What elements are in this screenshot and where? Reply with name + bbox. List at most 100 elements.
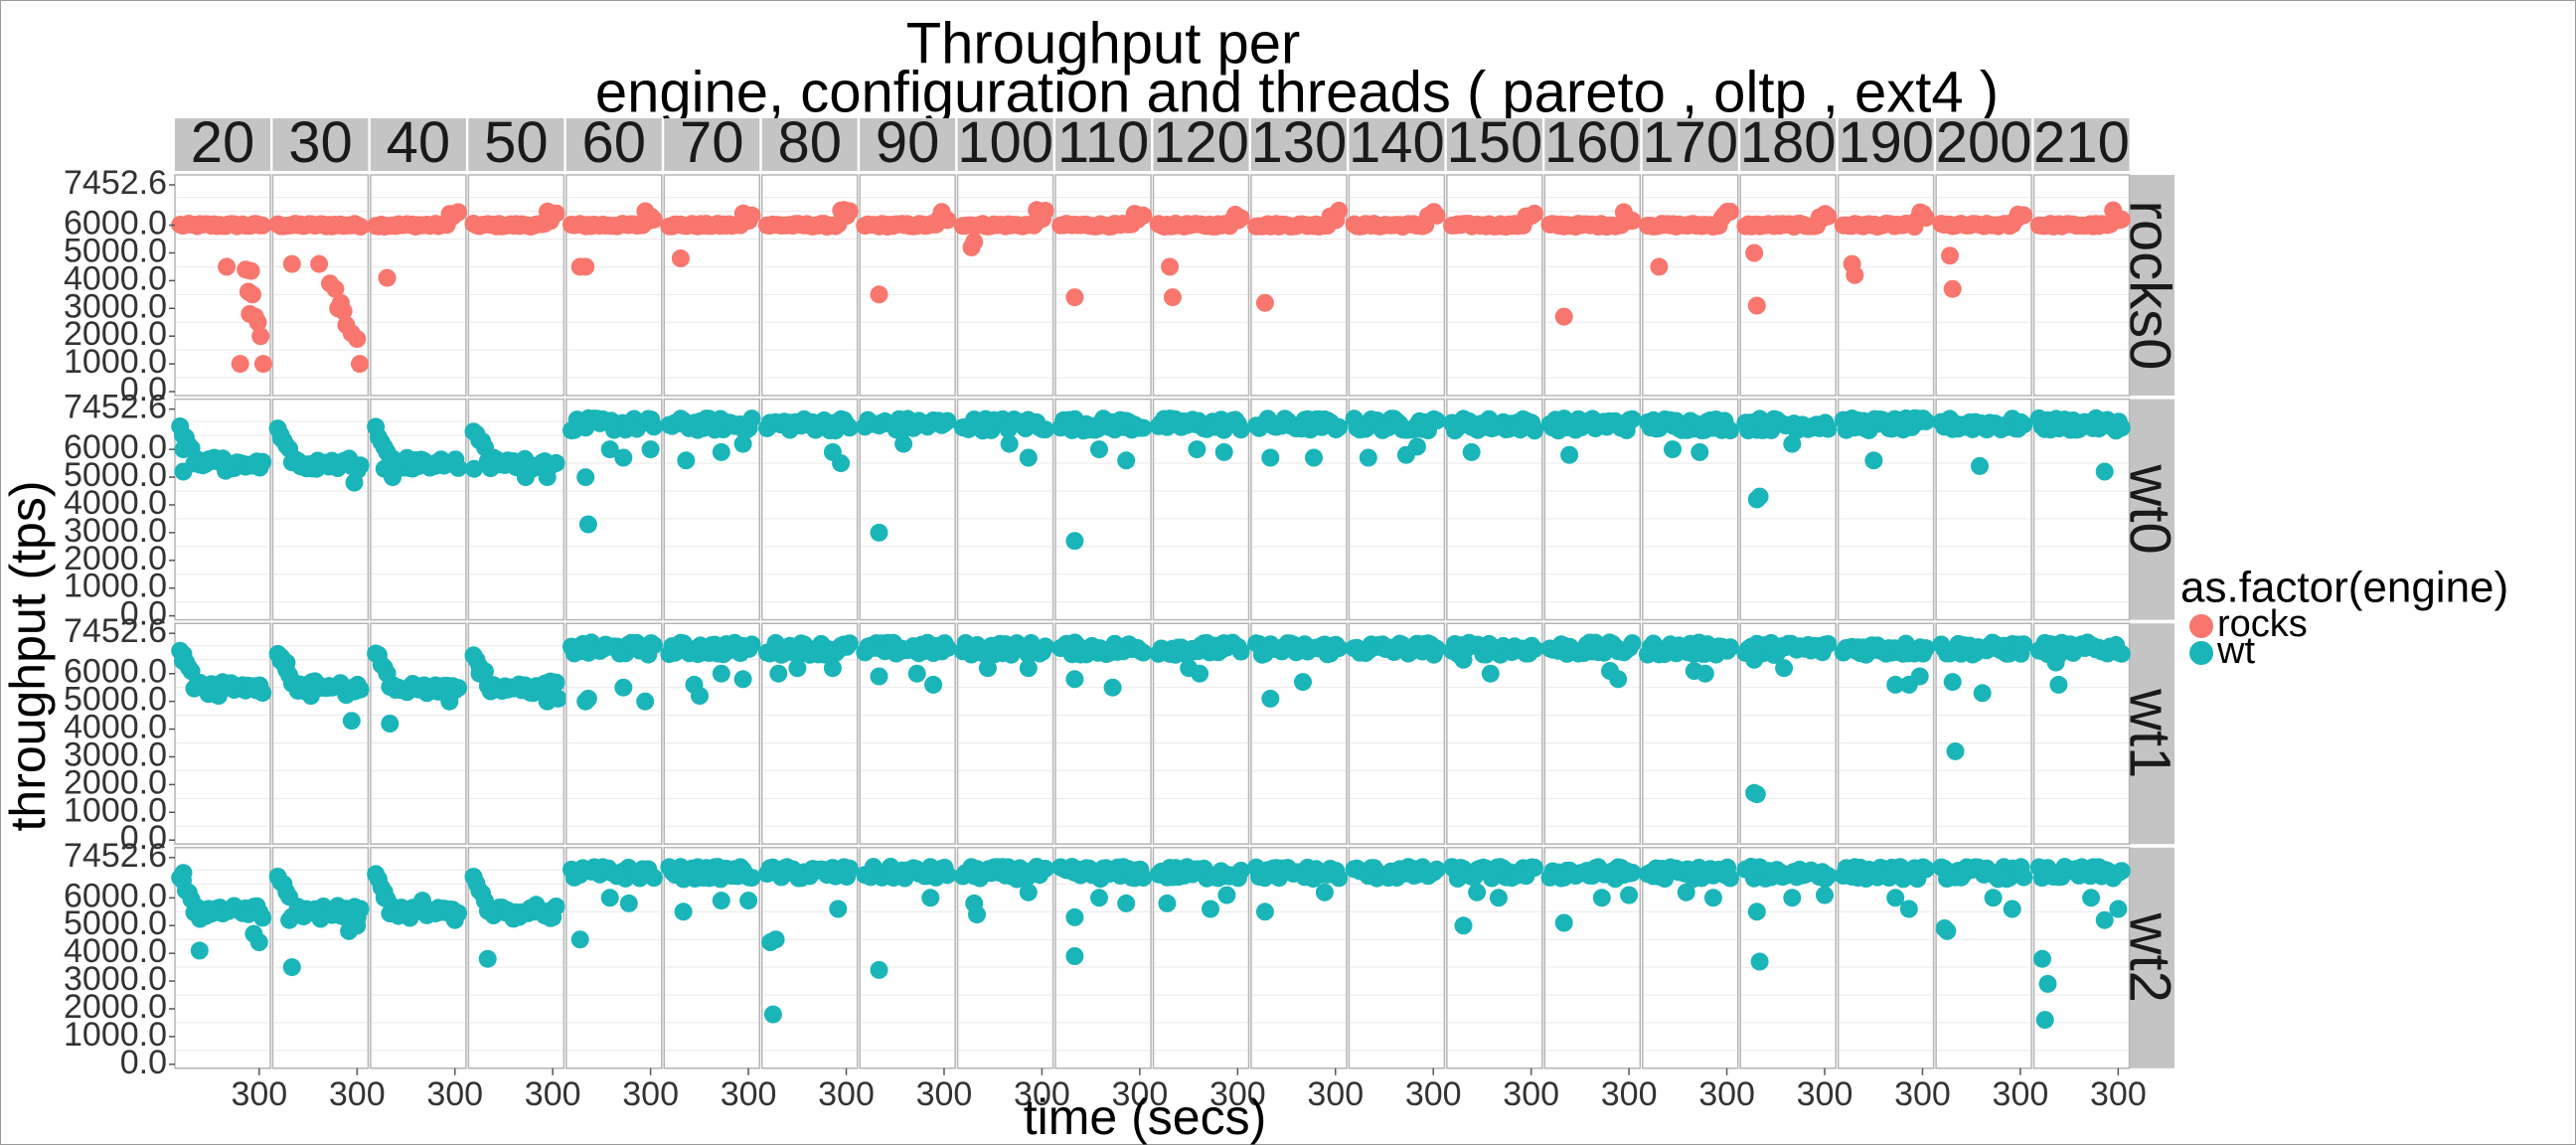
x-tick-label: 300 xyxy=(1209,1075,1266,1113)
data-point-wt xyxy=(733,434,752,453)
data-point-wt xyxy=(769,664,788,683)
column-strip-label-60: 60 xyxy=(582,110,647,175)
data-point-wt xyxy=(1231,420,1250,439)
column-strip-label-140: 140 xyxy=(1349,110,1445,175)
data-point-wt xyxy=(1191,664,1209,683)
data-point-wt xyxy=(1315,883,1334,901)
data-point-wt xyxy=(2014,415,2033,434)
data-point-wt xyxy=(1019,448,1038,467)
data-point-wt xyxy=(1427,411,1446,430)
column-strip-20 xyxy=(175,118,270,171)
data-point-wt xyxy=(1134,869,1153,888)
data-point-wt xyxy=(691,687,709,706)
data-point-wt xyxy=(1745,650,1764,669)
data-point-wt xyxy=(1943,673,1962,692)
y-tick-label: 1000.0 xyxy=(64,343,167,381)
data-point-wt xyxy=(674,902,693,921)
column-strip-label-130: 130 xyxy=(1251,110,1348,175)
data-point-wt xyxy=(1454,650,1473,669)
data-point-wt xyxy=(938,639,957,658)
data-point-rocks xyxy=(965,233,984,251)
data-point-wt xyxy=(1117,451,1136,470)
data-point-wt xyxy=(742,869,761,888)
data-point-wt xyxy=(712,892,730,910)
data-point-wt xyxy=(2112,644,2131,663)
y-tick-label: 6000.0 xyxy=(64,428,167,466)
column-strip-label-170: 170 xyxy=(1642,110,1738,175)
data-point-wt xyxy=(968,905,986,924)
data-point-wt xyxy=(381,715,400,733)
data-point-wt xyxy=(1886,675,1905,694)
data-point-wt xyxy=(1214,442,1233,461)
data-point-wt xyxy=(547,673,565,692)
data-point-wt xyxy=(1188,440,1207,459)
y-tick-label: 1000.0 xyxy=(64,1016,167,1054)
column-strip-label-150: 150 xyxy=(1446,110,1542,175)
column-strip-170 xyxy=(1642,118,1738,171)
column-strip-label-30: 30 xyxy=(288,110,353,175)
data-point-wt xyxy=(1916,639,1935,658)
data-point-wt xyxy=(2014,868,2033,887)
data-point-wt xyxy=(1294,673,1312,692)
data-point-wt xyxy=(1019,883,1038,901)
legend: as.factor(engine) rocks wt xyxy=(2180,564,2508,672)
data-point-wt xyxy=(2014,635,2033,654)
column-strip-label-50: 50 xyxy=(484,110,549,175)
data-point-wt xyxy=(465,459,484,478)
data-point-wt xyxy=(547,453,565,472)
data-point-wt xyxy=(1261,689,1280,708)
y-tick-label: 1000.0 xyxy=(64,568,167,605)
data-point-wt xyxy=(1695,664,1714,683)
data-point-wt xyxy=(2082,889,2101,907)
y-tick-label: 1000.0 xyxy=(64,791,167,829)
data-point-rocks xyxy=(1745,244,1764,262)
column-strip-150 xyxy=(1446,118,1542,171)
y-tick-label: 7452.6 xyxy=(64,164,167,202)
data-point-wt xyxy=(307,459,326,478)
y-tick-label: 4000.0 xyxy=(64,484,167,522)
data-point-wt xyxy=(2033,949,2051,968)
y-tick-label: 4000.0 xyxy=(64,709,167,746)
data-point-wt xyxy=(636,692,655,711)
x-tick-label: 300 xyxy=(1601,1075,1658,1113)
data-point-rocks xyxy=(840,202,859,221)
column-strip-label-190: 190 xyxy=(1838,110,1934,175)
column-strip-80 xyxy=(761,118,858,171)
data-point-wt xyxy=(538,468,557,487)
data-point-rocks xyxy=(282,254,301,273)
data-point-wt xyxy=(2003,900,2021,918)
data-point-rocks xyxy=(1036,202,1054,220)
chart-title-line-2: engine, configuration and threads ( pare… xyxy=(595,60,1999,124)
data-point-wt xyxy=(894,434,913,453)
data-point-rocks xyxy=(1623,212,1642,231)
data-point-wt xyxy=(342,712,361,731)
y-tick-label: 2000.0 xyxy=(64,763,167,801)
data-point-wt xyxy=(1427,860,1446,879)
data-point-rocks xyxy=(251,327,270,346)
data-point-wt xyxy=(2035,1011,2054,1030)
data-point-wt xyxy=(742,409,761,428)
y-tick-label: 3000.0 xyxy=(64,960,167,998)
data-point-wt xyxy=(1916,860,1935,879)
data-point-wt xyxy=(1973,684,1992,703)
column-strip-90 xyxy=(860,118,956,171)
data-point-wt xyxy=(645,636,663,655)
data-point-wt xyxy=(1703,889,1722,907)
data-point-rocks xyxy=(1650,257,1669,276)
data-point-wt xyxy=(1454,916,1473,935)
y-tick-label: 0.0 xyxy=(120,1044,167,1081)
x-tick-label: 300 xyxy=(426,1075,483,1113)
data-point-wt xyxy=(1481,664,1500,683)
x-tick-label: 300 xyxy=(1307,1075,1364,1113)
data-point-wt xyxy=(1217,886,1236,904)
column-strip-120 xyxy=(1153,118,1249,171)
data-point-wt xyxy=(1427,639,1446,658)
y-tick-label: 2000.0 xyxy=(64,540,167,577)
data-point-wt xyxy=(1984,889,2003,907)
data-point-wt xyxy=(870,523,888,542)
data-point-rocks xyxy=(1163,288,1182,307)
data-point-wt xyxy=(614,448,633,467)
data-point-wt xyxy=(1721,638,1739,657)
data-point-wt xyxy=(1462,442,1481,461)
x-axis-title: time (secs) xyxy=(1024,1089,1266,1145)
